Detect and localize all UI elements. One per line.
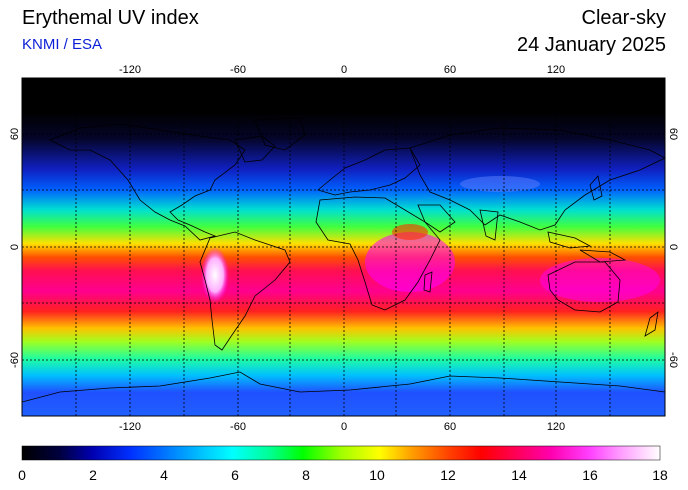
lon-tick-label: 120 [547, 64, 565, 76]
lat-ticks-left: 60 0 -60 [9, 128, 21, 368]
colorbar-label: 2 [89, 467, 97, 483]
graticule [22, 78, 665, 416]
colorbar-label: 0 [18, 467, 26, 483]
lat-tick-label: 60 [667, 128, 679, 140]
lat-tick-label: -60 [9, 352, 21, 368]
map-date: 24 January 2025 [516, 34, 666, 56]
lon-tick-label: -120 [119, 64, 141, 76]
coastlines [22, 117, 665, 403]
colorbar-label: 14 [511, 467, 527, 483]
colorbar-label: 12 [440, 467, 456, 483]
lon-tick-label: 120 [547, 421, 565, 433]
lat-tick-label: 0 [667, 244, 679, 250]
colorbar-label: 16 [582, 467, 598, 483]
colorbar-label: 8 [302, 467, 310, 483]
lon-tick-label: 0 [341, 64, 347, 76]
map-frame [21, 77, 666, 417]
lon-tick-label: 60 [444, 64, 456, 76]
map-title: Erythemal UV index [22, 7, 199, 29]
colorbar-label: 18 [652, 467, 668, 483]
lon-tick-label: -120 [119, 421, 141, 433]
lat-tick-label: 0 [9, 244, 21, 250]
lon-tick-label: -60 [230, 421, 246, 433]
colorbar-labels: 0 2 4 6 8 10 12 14 16 18 [18, 467, 668, 483]
data-source-label: KNMI / ESA [22, 36, 103, 53]
sky-condition-label: Clear-sky [581, 7, 666, 29]
lat-tick-label: 60 [9, 128, 21, 140]
lon-tick-label: 60 [444, 421, 456, 433]
lon-tick-label: -60 [230, 64, 246, 76]
lon-ticks-bottom: -120 -60 0 60 120 [119, 421, 565, 433]
lat-ticks-right: 60 0 -60 [667, 128, 679, 368]
colorbar [21, 445, 661, 461]
colorbar-label: 10 [369, 467, 385, 483]
lat-tick-label: -60 [667, 352, 679, 368]
colorbar-label: 4 [160, 467, 168, 483]
colorbar-label: 6 [231, 467, 239, 483]
lon-tick-label: 0 [341, 421, 347, 433]
lon-ticks-top: -120 -60 0 60 120 [119, 64, 565, 76]
